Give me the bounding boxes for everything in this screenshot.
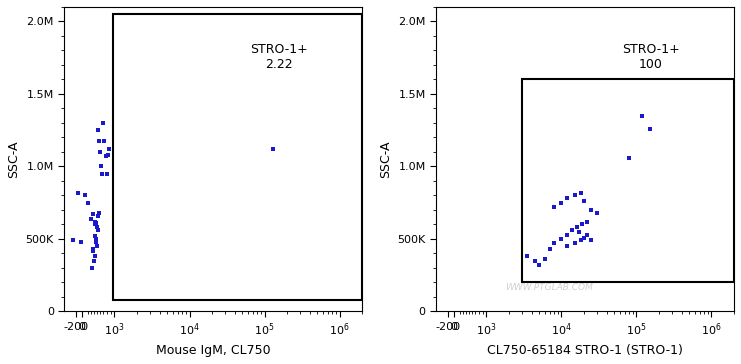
Point [548, 240, 560, 246]
Point [89, 253, 101, 259]
Y-axis label: SSC-A: SSC-A [379, 141, 392, 178]
Point [573, 229, 585, 235]
X-axis label: Mouse IgM, CL750: Mouse IgM, CL750 [156, 344, 270, 357]
Point [89, 233, 101, 239]
Point [566, 228, 578, 233]
Point [102, 171, 113, 177]
Text: STRO-1+
2.22: STRO-1+ 2.22 [250, 43, 308, 71]
Point [90, 239, 102, 245]
Point [103, 146, 115, 152]
Bar [522, 79, 734, 282]
Point [90, 236, 102, 242]
Point [93, 138, 105, 144]
Point [91, 225, 103, 230]
Point [548, 204, 560, 210]
Point [644, 126, 656, 132]
Point [87, 211, 99, 217]
Point [99, 153, 111, 158]
Point [576, 222, 588, 228]
Y-axis label: SSC-A: SSC-A [7, 141, 20, 178]
Point [585, 238, 597, 244]
Point [87, 246, 99, 252]
Point [581, 232, 593, 238]
Point [102, 152, 114, 158]
Point [578, 235, 590, 241]
Point [97, 120, 109, 126]
Point [533, 262, 545, 268]
Point [93, 210, 104, 216]
Point [623, 155, 635, 161]
Point [96, 171, 107, 177]
Point [95, 163, 107, 169]
Point [85, 216, 97, 222]
Point [67, 238, 79, 244]
Point [92, 228, 104, 233]
Point [87, 248, 99, 253]
Point [574, 238, 586, 244]
Point [562, 243, 574, 249]
Point [562, 232, 574, 238]
Point [530, 258, 542, 264]
Point [72, 190, 84, 195]
Point [93, 127, 104, 133]
Point [99, 138, 110, 144]
Point [521, 253, 533, 259]
Point [539, 256, 551, 262]
Point [91, 243, 103, 249]
Point [556, 236, 568, 242]
Point [88, 258, 100, 264]
Point [562, 195, 574, 201]
Point [591, 210, 603, 216]
Point [90, 220, 102, 226]
Point [568, 193, 580, 198]
Point [268, 146, 279, 152]
Point [571, 225, 582, 230]
Point [574, 190, 586, 195]
Point [581, 219, 593, 225]
Point [89, 219, 101, 225]
Point [75, 239, 87, 245]
Point [585, 207, 597, 213]
Point [82, 200, 94, 206]
Point [578, 198, 590, 204]
Point [86, 265, 98, 271]
Text: STRO-1+
100: STRO-1+ 100 [622, 43, 679, 71]
Point [544, 246, 556, 252]
Point [556, 200, 568, 206]
X-axis label: CL750-65184 STRO-1 (STRO-1): CL750-65184 STRO-1 (STRO-1) [487, 344, 683, 357]
Point [79, 193, 91, 198]
Text: WWW.PTGLAB.COM: WWW.PTGLAB.COM [505, 282, 594, 292]
Point [90, 222, 102, 228]
Point [92, 213, 104, 219]
Point [568, 240, 580, 246]
Point [637, 113, 648, 119]
Point [94, 149, 106, 155]
